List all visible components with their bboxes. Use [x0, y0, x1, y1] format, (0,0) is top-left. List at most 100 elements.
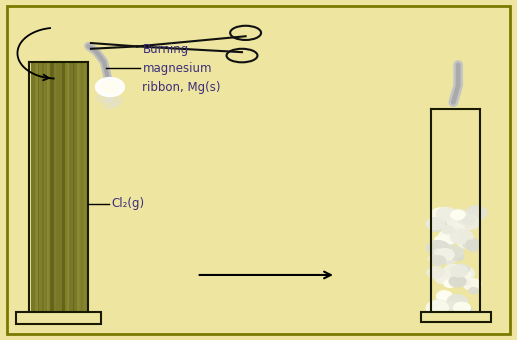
Circle shape: [431, 208, 452, 222]
Circle shape: [434, 301, 450, 312]
Circle shape: [452, 253, 464, 260]
Circle shape: [466, 240, 477, 247]
Circle shape: [435, 271, 454, 284]
Circle shape: [461, 279, 470, 285]
Bar: [83, 63, 85, 311]
Circle shape: [453, 302, 470, 313]
Bar: [16, 312, 101, 324]
Circle shape: [459, 240, 470, 248]
Bar: [36, 63, 38, 311]
Bar: [77, 63, 80, 311]
Bar: [77, 63, 79, 311]
Circle shape: [108, 96, 123, 105]
Circle shape: [435, 273, 445, 279]
Bar: [65, 63, 67, 311]
Circle shape: [463, 278, 481, 290]
Circle shape: [435, 249, 454, 261]
Circle shape: [463, 242, 473, 249]
Bar: [38, 63, 40, 311]
Circle shape: [459, 270, 471, 278]
Bar: [79, 63, 80, 311]
Circle shape: [103, 99, 117, 109]
Circle shape: [457, 268, 475, 279]
Bar: [44, 63, 45, 311]
Bar: [68, 63, 69, 311]
Circle shape: [463, 238, 479, 249]
Bar: [51, 63, 53, 311]
Bar: [71, 63, 74, 311]
Bar: [71, 63, 73, 311]
Circle shape: [426, 301, 448, 315]
Bar: [49, 63, 50, 311]
Circle shape: [435, 236, 454, 249]
Bar: [67, 63, 69, 311]
Circle shape: [437, 207, 455, 220]
Circle shape: [442, 226, 454, 234]
Circle shape: [462, 306, 472, 312]
Circle shape: [447, 295, 467, 308]
Circle shape: [449, 276, 466, 287]
Bar: [83, 63, 85, 311]
Circle shape: [448, 247, 464, 257]
Circle shape: [429, 223, 442, 232]
Circle shape: [469, 288, 478, 294]
Bar: [42, 63, 44, 311]
Circle shape: [437, 294, 450, 303]
Circle shape: [469, 246, 477, 252]
Circle shape: [427, 267, 445, 278]
Circle shape: [451, 228, 462, 236]
Bar: [55, 63, 56, 311]
Bar: [42, 63, 44, 311]
Circle shape: [447, 215, 466, 227]
Text: Cl₂(g): Cl₂(g): [112, 197, 145, 210]
Bar: [35, 63, 37, 311]
Bar: [79, 63, 82, 311]
Circle shape: [439, 302, 461, 316]
Circle shape: [451, 230, 473, 244]
Circle shape: [98, 92, 112, 102]
Circle shape: [439, 252, 457, 264]
Bar: [81, 63, 83, 311]
Circle shape: [447, 224, 465, 235]
Circle shape: [450, 301, 462, 309]
Bar: [44, 63, 46, 311]
Circle shape: [466, 206, 486, 219]
Circle shape: [427, 241, 449, 255]
Bar: [47, 63, 48, 311]
Circle shape: [427, 218, 445, 230]
Bar: [81, 63, 83, 311]
Circle shape: [96, 78, 125, 97]
Circle shape: [431, 256, 446, 266]
Bar: [85, 63, 87, 311]
Circle shape: [434, 236, 448, 245]
Circle shape: [455, 264, 466, 272]
Bar: [52, 63, 54, 311]
Circle shape: [449, 209, 467, 221]
Circle shape: [459, 266, 469, 273]
Circle shape: [434, 249, 443, 255]
Circle shape: [464, 213, 482, 225]
Bar: [421, 312, 491, 322]
Circle shape: [443, 214, 460, 226]
Circle shape: [470, 209, 482, 217]
Circle shape: [458, 307, 468, 313]
Circle shape: [444, 220, 457, 228]
Circle shape: [451, 210, 465, 219]
Circle shape: [462, 216, 475, 224]
Circle shape: [429, 255, 440, 262]
Circle shape: [450, 265, 468, 277]
Bar: [64, 63, 65, 311]
Circle shape: [443, 279, 451, 285]
Circle shape: [430, 300, 446, 310]
Bar: [37, 63, 39, 311]
Circle shape: [444, 280, 456, 287]
Bar: [31, 63, 87, 311]
Bar: [48, 63, 50, 311]
Bar: [40, 63, 42, 311]
Circle shape: [437, 291, 452, 301]
Text: Burning
magnesium
ribbon, Mg(s): Burning magnesium ribbon, Mg(s): [143, 43, 221, 94]
Bar: [38, 63, 39, 311]
Bar: [49, 63, 52, 311]
Circle shape: [444, 265, 461, 276]
Circle shape: [438, 230, 460, 244]
